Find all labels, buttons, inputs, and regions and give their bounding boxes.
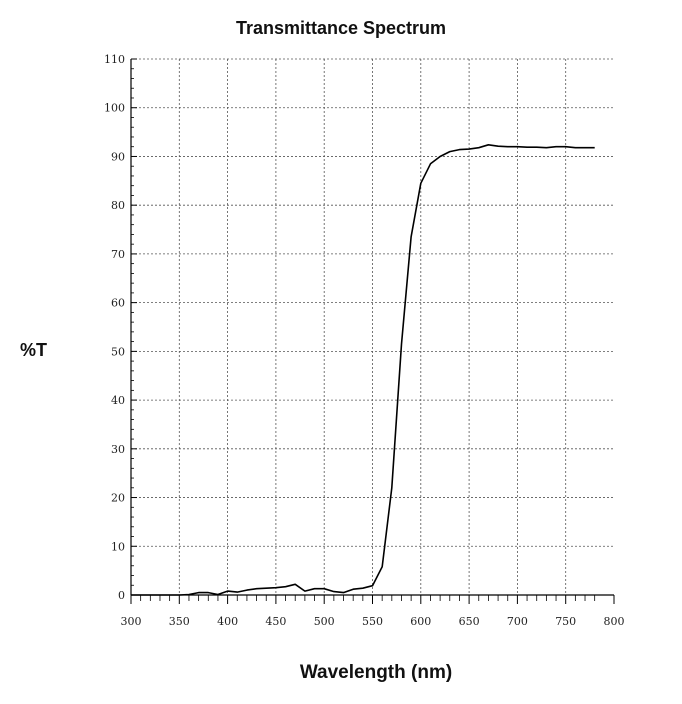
y-tick-label: 50 (111, 345, 125, 358)
x-tick-label: 700 (507, 615, 528, 628)
y-tick-label: 70 (111, 248, 125, 261)
y-tick-label: 20 (111, 492, 125, 505)
x-tick-label: 300 (121, 615, 142, 628)
x-tick-label: 500 (314, 615, 335, 628)
x-tick-label: 450 (265, 615, 286, 628)
series-line (131, 144, 595, 596)
y-tick-label: 60 (111, 297, 125, 310)
x-tick-label: 800 (604, 615, 625, 628)
y-tick-label: 110 (104, 53, 125, 66)
y-tick-label: 100 (104, 102, 125, 115)
x-tick-label: 550 (362, 615, 383, 628)
y-tick-label: 40 (111, 394, 125, 407)
x-tick-label: 350 (169, 615, 190, 628)
x-tick-label: 400 (217, 615, 238, 628)
y-tick-label: 80 (111, 199, 125, 212)
y-axis-label: %T (20, 340, 47, 360)
chart-title: Transmittance Spectrum (235, 18, 447, 38)
x-tick-label: 750 (555, 615, 576, 628)
y-tick-label: 90 (111, 150, 125, 163)
y-tick-label: 30 (111, 443, 125, 456)
x-tick-label: 600 (410, 615, 431, 628)
y-tick-label: 10 (111, 540, 125, 553)
y-tick-label: 0 (118, 589, 125, 602)
x-axis-label: Wavelength (nm) (299, 662, 453, 683)
x-tick-label: 650 (459, 615, 480, 628)
